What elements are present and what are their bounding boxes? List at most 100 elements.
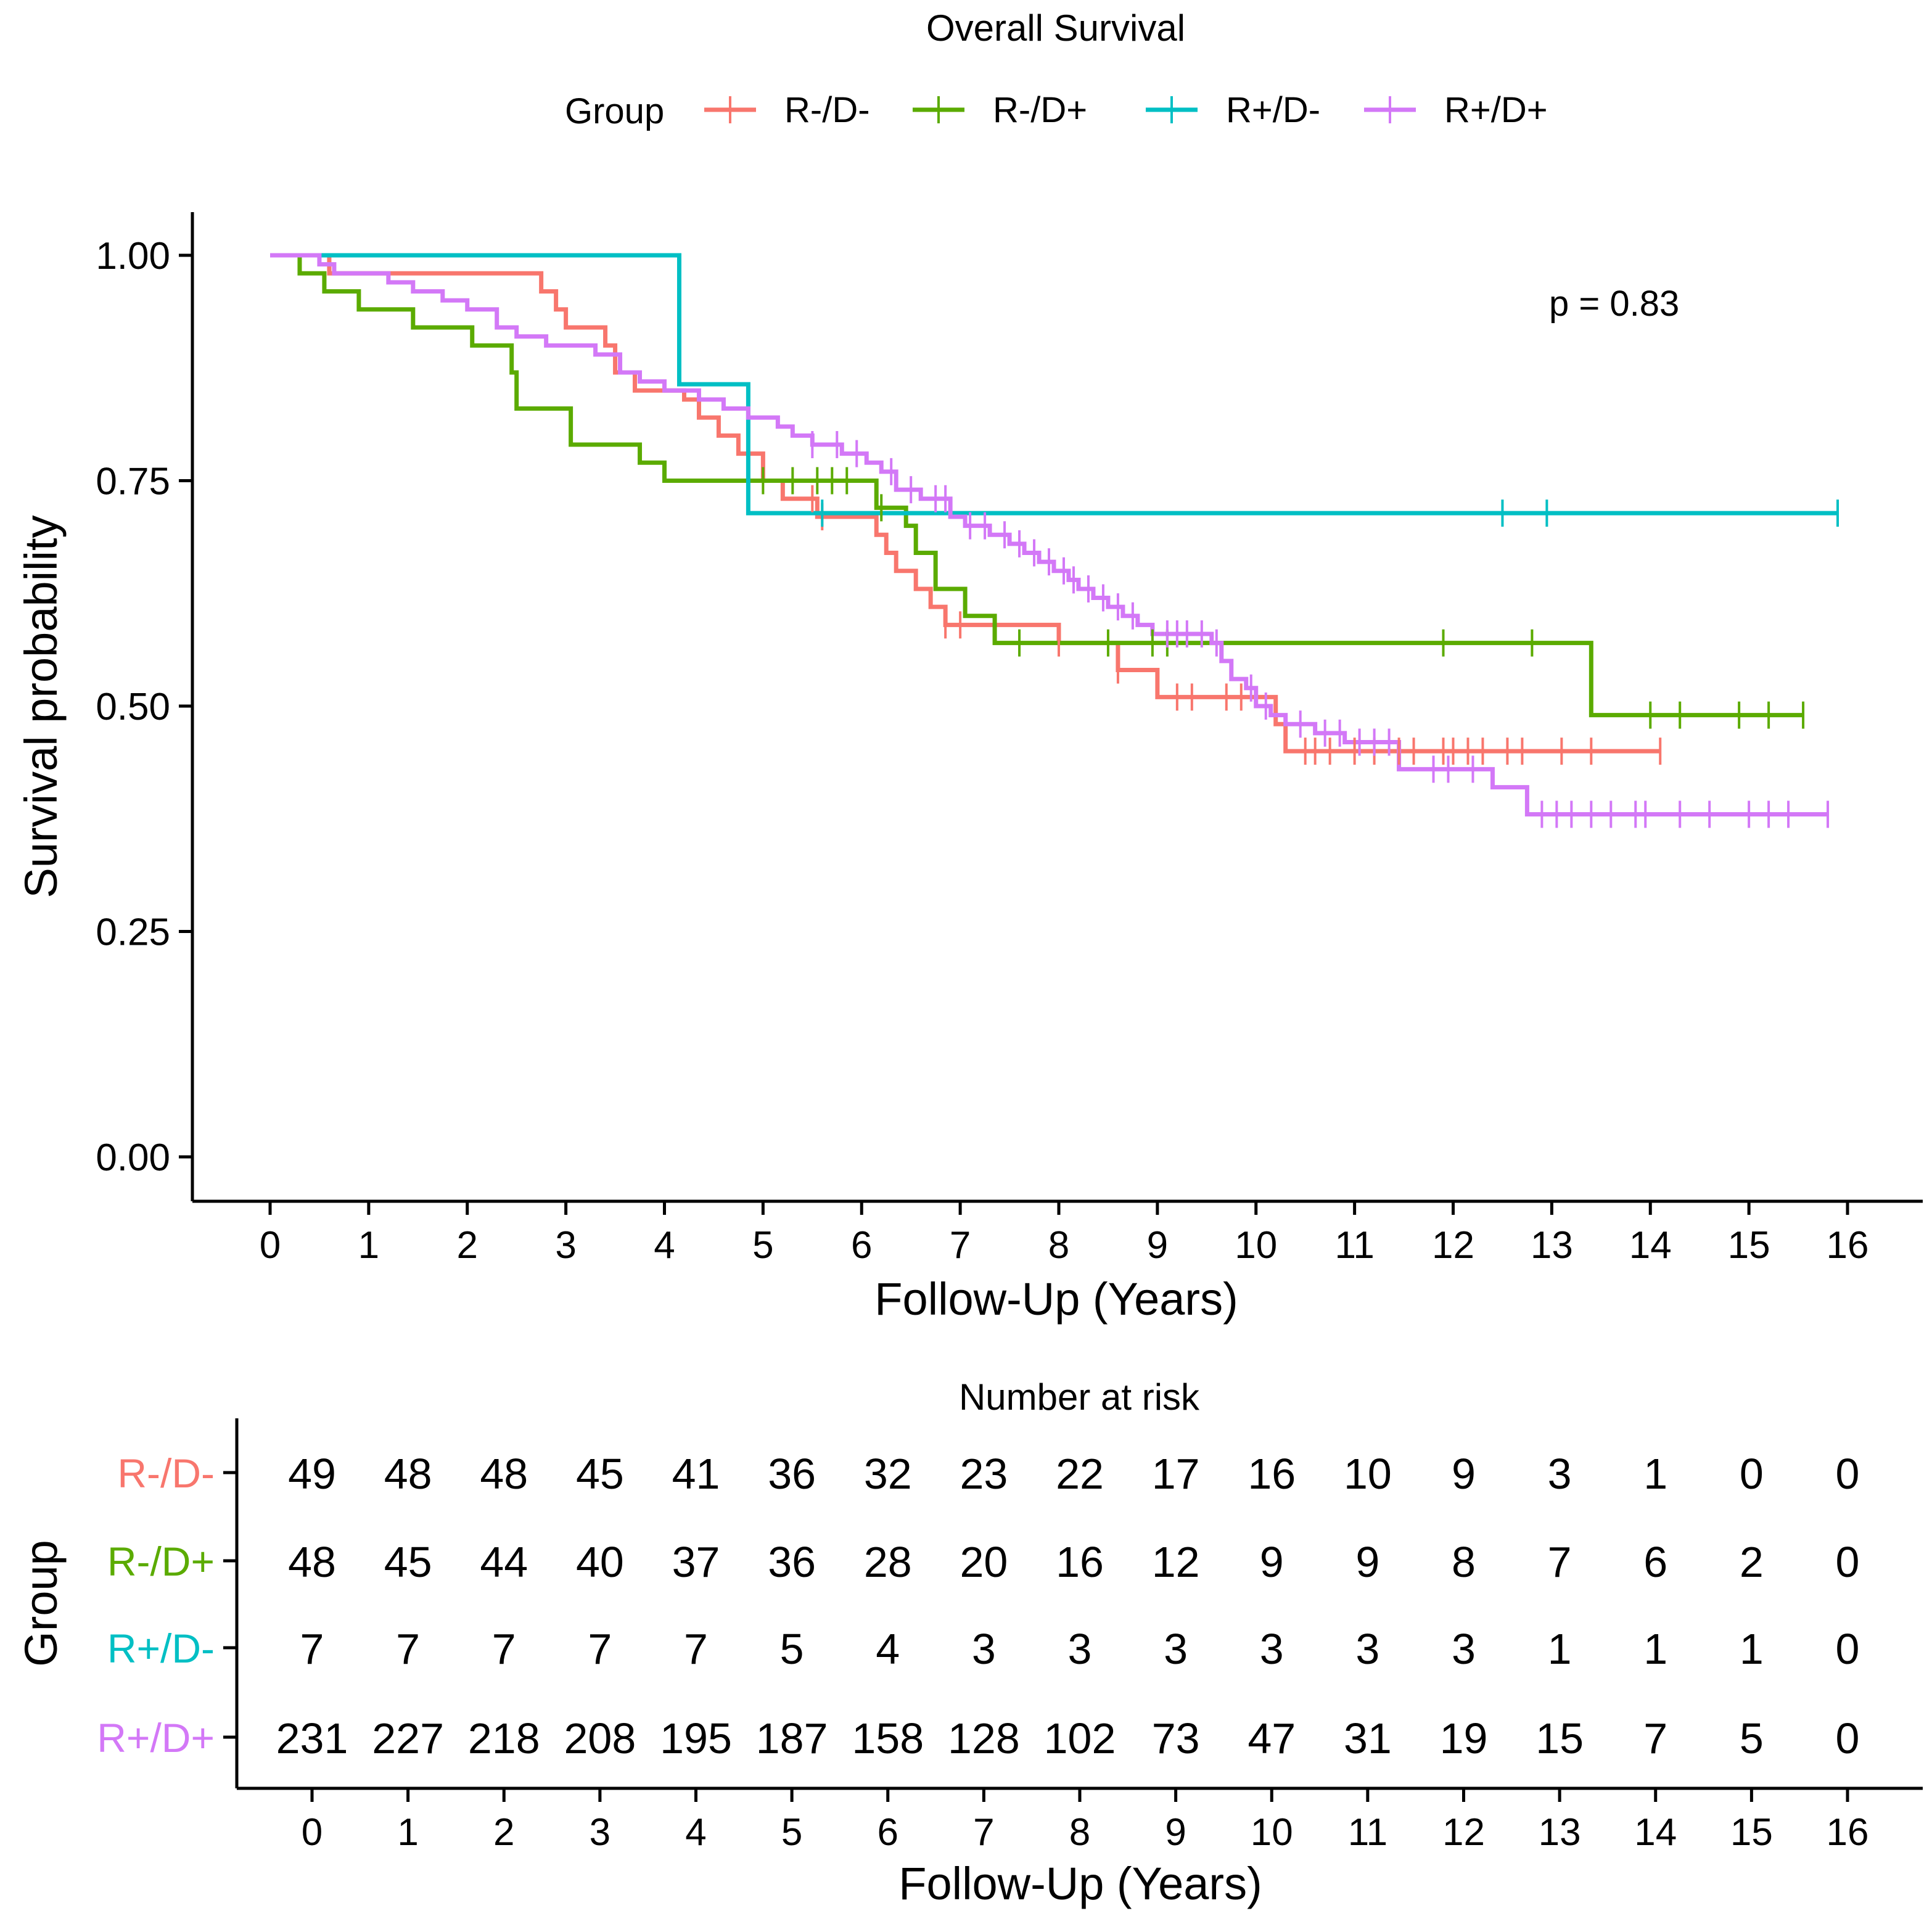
curve-rpos-dneg — [270, 253, 1838, 516]
risk-cell: 7 — [588, 1625, 612, 1673]
risk-x-tick-label: 9 — [1165, 1811, 1186, 1854]
risk-x-tick-label: 8 — [1069, 1811, 1090, 1854]
risk-y-axis-title: Group — [15, 1540, 67, 1667]
x-tick-label: 5 — [752, 1224, 773, 1267]
risk-cell: 227 — [372, 1714, 444, 1762]
x-tick-label: 12 — [1432, 1224, 1474, 1267]
x-tick-label: 10 — [1235, 1224, 1277, 1267]
risk-cell: 31 — [1344, 1714, 1392, 1762]
risk-cell: 5 — [780, 1625, 804, 1673]
risk-cell: 45 — [576, 1450, 624, 1498]
risk-x-tick-label: 16 — [1827, 1811, 1869, 1854]
x-axis-title: Follow-Up (Years) — [874, 1273, 1238, 1325]
risk-x-tick-label: 0 — [302, 1811, 323, 1854]
y-axis-title: Survival probability — [15, 515, 67, 898]
x-tick-label: 3 — [555, 1224, 576, 1267]
risk-table-title: Number at risk — [959, 1376, 1200, 1418]
risk-x-tick-label: 12 — [1442, 1811, 1485, 1854]
risk-cell: 48 — [288, 1538, 336, 1586]
risk-cell: 3 — [1452, 1625, 1476, 1673]
risk-cell: 20 — [960, 1538, 1008, 1586]
x-tick-label: 16 — [1827, 1224, 1869, 1267]
risk-x-tick-label: 13 — [1539, 1811, 1581, 1854]
x-tick-label: 2 — [457, 1224, 478, 1267]
risk-cell: 22 — [1056, 1450, 1104, 1498]
risk-x-tick-label: 1 — [397, 1811, 418, 1854]
curve-rneg-dpos — [270, 253, 1804, 718]
chart-title: Overall Survival — [926, 7, 1185, 49]
risk-x-tick-label: 10 — [1251, 1811, 1293, 1854]
x-tick-label: 15 — [1728, 1224, 1770, 1267]
risk-cell: 36 — [768, 1538, 816, 1586]
risk-cell: 3 — [1355, 1625, 1379, 1673]
risk-cell: 7 — [492, 1625, 516, 1673]
legend-title: Group — [565, 91, 664, 131]
x-tick-label: 11 — [1334, 1224, 1374, 1267]
risk-cell: 7 — [1548, 1538, 1572, 1586]
risk-cell: 8 — [1452, 1538, 1476, 1586]
risk-cell: 1 — [1643, 1625, 1667, 1673]
risk-x-tick-label: 7 — [973, 1811, 994, 1854]
x-tick-label: 13 — [1531, 1224, 1573, 1267]
risk-cell: 1 — [1740, 1625, 1764, 1673]
risk-cell: 32 — [864, 1450, 912, 1498]
legend-label-rpos-dpos: R+/D+ — [1444, 90, 1548, 130]
y-tick-label: 0.50 — [96, 686, 170, 728]
x-tick-label: 14 — [1629, 1224, 1672, 1267]
risk-cell: 47 — [1248, 1714, 1296, 1762]
risk-cell: 23 — [960, 1450, 1008, 1498]
risk-cell: 28 — [864, 1538, 912, 1586]
risk-cell: 19 — [1440, 1714, 1488, 1762]
y-tick-label: 1.00 — [96, 235, 170, 278]
risk-row-label-rpos-dpos: R+/D+ — [97, 1715, 215, 1761]
risk-cell: 0 — [1836, 1625, 1860, 1673]
y-tick-label: 0.00 — [96, 1137, 170, 1179]
risk-cell: 0 — [1836, 1538, 1860, 1586]
curve-rpos-dpos — [270, 253, 1828, 816]
risk-cell: 12 — [1152, 1538, 1200, 1586]
risk-cell: 158 — [852, 1714, 924, 1762]
risk-x-tick-label: 6 — [878, 1811, 898, 1854]
curve-rneg-dneg — [270, 253, 1661, 754]
x-tick-label: 8 — [1048, 1224, 1069, 1267]
x-tick-label: 7 — [950, 1224, 971, 1267]
risk-x-axis-title: Follow-Up (Years) — [898, 1858, 1262, 1909]
risk-row-label-rpos-dneg: R+/D- — [107, 1626, 215, 1671]
p-value-annotation: p = 0.83 — [1549, 284, 1679, 324]
risk-x-tick-label: 4 — [685, 1811, 706, 1854]
risk-cell: 187 — [756, 1714, 828, 1762]
risk-cell: 9 — [1355, 1538, 1379, 1586]
risk-row-label-rneg-dneg: R-/D- — [117, 1450, 215, 1496]
x-tick-label: 4 — [654, 1224, 675, 1267]
legend-label-rneg-dpos: R-/D+ — [993, 90, 1087, 130]
risk-cell: 9 — [1452, 1450, 1476, 1498]
risk-cell: 17 — [1152, 1450, 1200, 1498]
risk-row-label-rneg-dpos: R-/D+ — [107, 1539, 215, 1584]
risk-cell: 2 — [1740, 1538, 1764, 1586]
risk-cell: 45 — [384, 1538, 432, 1586]
y-tick-label: 0.75 — [96, 461, 170, 503]
risk-cell: 44 — [480, 1538, 528, 1586]
risk-cell: 73 — [1152, 1714, 1200, 1762]
risk-x-tick-label: 5 — [781, 1811, 802, 1854]
risk-x-tick-label: 14 — [1634, 1811, 1677, 1854]
risk-x-tick-label: 11 — [1348, 1811, 1387, 1854]
risk-x-tick-label: 3 — [590, 1811, 610, 1854]
legend: Group R-/D- R-/D+ R+/D- R+/D+ — [565, 90, 1548, 131]
risk-cell: 7 — [684, 1625, 708, 1673]
survival-plot: 0 1 2 3 4 5 6 7 8 9 10 11 12 13 14 15 160.000.250.500.75… — [15, 212, 1923, 1325]
risk-cell: 1 — [1643, 1450, 1667, 1498]
risk-cell: 41 — [672, 1450, 720, 1498]
legend-label-rpos-dneg: R+/D- — [1226, 90, 1320, 130]
risk-cell: 48 — [480, 1450, 528, 1498]
risk-cell: 16 — [1248, 1450, 1296, 1498]
x-tick-label: 1 — [358, 1224, 379, 1267]
risk-cell: 128 — [948, 1714, 1020, 1762]
x-tick-label: 6 — [851, 1224, 872, 1267]
risk-cell: 49 — [288, 1450, 336, 1498]
risk-cell: 9 — [1260, 1538, 1284, 1586]
risk-cell: 3 — [1068, 1625, 1092, 1673]
risk-cell: 3 — [972, 1625, 996, 1673]
risk-cell: 5 — [1740, 1714, 1764, 1762]
risk-cell: 0 — [1740, 1450, 1764, 1498]
